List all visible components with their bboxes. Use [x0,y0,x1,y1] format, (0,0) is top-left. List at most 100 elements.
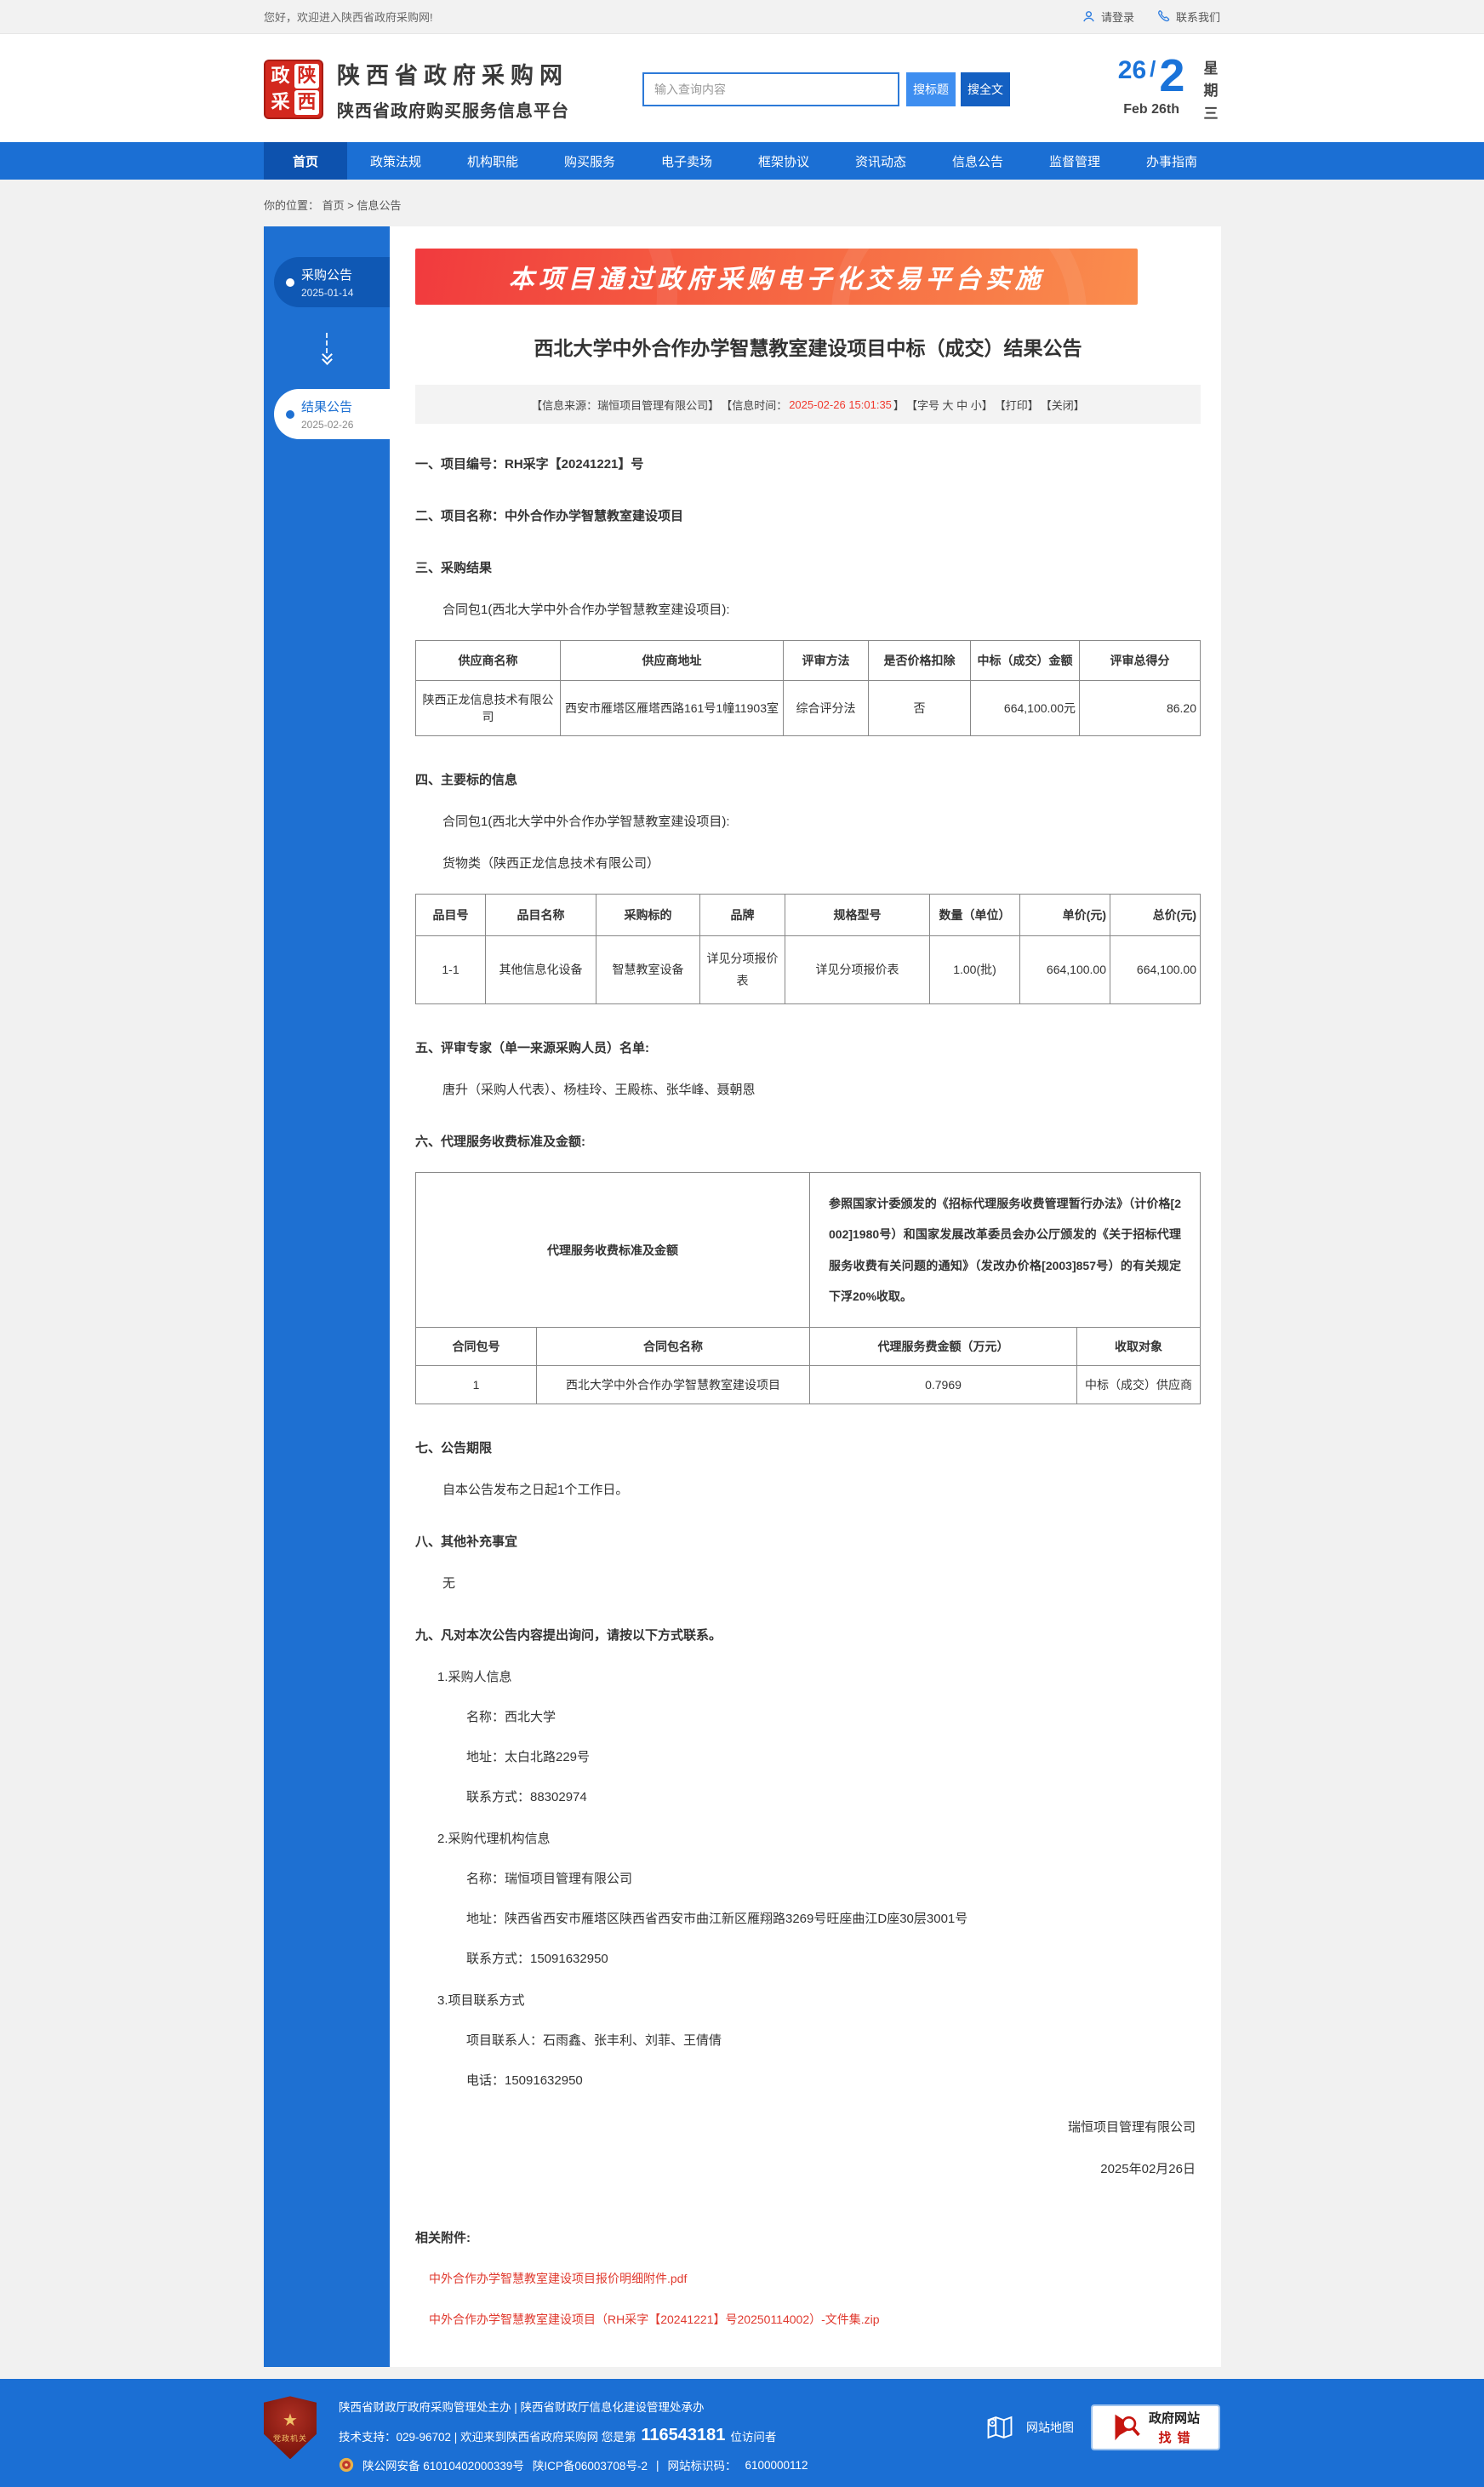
info-source: 【信息来源：瑞恒项目管理有限公司】 [531,398,720,412]
section-3-heading: 三、采购结果 [415,561,493,576]
nav-item-announcements[interactable]: 信息公告 [952,154,1004,169]
nav-item-purchase-services[interactable]: 购买服务 [564,154,616,169]
search-title-button[interactable]: 搜标题 [906,71,956,106]
procurement-result-table: 供应商名称 供应商地址 评审方法 是否价格扣除 中标（成交）金额 评审总得分 陕… [415,640,1201,737]
print-button[interactable]: 【打印】 [994,398,1039,412]
contact-us-link[interactable]: 联系我们 [1156,9,1220,25]
breadcrumb-home-link[interactable]: 首页 [322,199,345,213]
welcome-text: 您好，欢迎进入陕西省政府采购网! [264,11,433,24]
site-subtitle: 陕西省政府购买服务信息平台 [337,101,569,121]
section-1-project-number: 一、项目编号：RH采字【20241221】号 [415,457,644,472]
site-title: 陕西省政府采购网 [337,62,568,89]
sitemap-link[interactable]: 网站地图 [984,2411,1074,2444]
search-input[interactable] [642,71,899,106]
site-logo[interactable]: 政 陕 采 西 [264,59,323,119]
table-row: 1 西北大学中外合作办学智慧教室建设项目 0.7969 中标（成交）供应商 [415,1365,1201,1405]
nav-item-framework[interactable]: 框架协议 [758,154,810,169]
site-footer: ★ 党政机关 陕西省财政厅政府采购管理处主办 | 陕西省财政厅信息化建设管理处承… [0,2379,1484,2487]
section-9-heading: 九、凡对本次公告内容提出询问，请按以下方式联系。 [415,1628,722,1644]
section-8-heading: 八、其他补充事宜 [415,1535,518,1550]
table-row: 陕西正龙信息技术有限公司 西安市雁塔区雁塔西路161号1幢11903室 综合评分… [415,680,1201,737]
agency-name: 名称：瑞恒项目管理有限公司 [466,1872,633,1887]
signature-date: 2025年02月26日 [1100,2162,1196,2177]
project-contact-persons: 项目联系人：石雨鑫、张丰利、刘菲、王倩倩 [466,2033,722,2049]
sidebar-item-result-notice[interactable]: 结果公告 2025-02-26 [274,389,390,440]
info-time: 2025-02-26 15:01:35 [789,397,892,411]
police-badge-icon [339,2458,354,2473]
announcement-sidebar: 采购公告 2025-01-14 结果公告 2025-02-26 [264,226,390,2368]
project-contact-label: 3.项目联系方式 [437,1993,525,2009]
section-7-heading: 七、公告期限 [415,1441,493,1456]
attachment-link-pdf[interactable]: 中外合作办学智慧教室建设项目报价明细附件.pdf [429,2272,688,2286]
sidebar-item-procurement-notice[interactable]: 采购公告 2025-01-14 [274,257,390,308]
search-bar: 搜标题 搜全文 [642,71,1010,106]
flag-magnifier-icon [1115,2415,1140,2441]
section-2-project-name: 二、项目名称：中外合作办学智慧教室建设项目 [415,509,684,524]
agency-address: 地址：陕西省西安市雁塔区陕西省西安市曲江新区雁翔路3269号旺座曲江D座30层3… [466,1912,968,1927]
purchaser-info-label: 1.采购人信息 [437,1670,512,1685]
signature-company: 瑞恒项目管理有限公司 [1067,2120,1196,2135]
table-row: 1-1 其他信息化设备 智慧教室设备 详见分项报价表 详见分项报价表 1.00(… [415,935,1201,1004]
site-code: 6100000112 [745,2458,808,2472]
purchaser-address: 地址：太白北路229号 [466,1750,591,1765]
search-fulltext-button[interactable]: 搜全文 [961,71,1010,106]
nav-item-e-mall[interactable]: 电子卖场 [661,154,713,169]
site-header: 政 陕 采 西 陕西省政府采购网 陕西省政府购买服务信息平台 搜标题 搜全文 2… [0,34,1484,143]
close-button[interactable]: 【关闭】 [1040,398,1085,412]
date-english: Feb 26th [1123,102,1180,117]
footer-beian-line: 陕公网安备 61010402000339号 陕ICP备06003708号-2 |… [339,2456,808,2473]
nav-item-news[interactable]: 资讯动态 [855,154,907,169]
bid-items-table: 品目号 品目名称 采购标的 品牌 规格型号 数量（单位） 单价(元) 总价(元)… [415,894,1201,1004]
date-widget: 26 / 2 Feb 26th 星期三 [1118,53,1220,125]
beian-icp-link[interactable]: 陕ICP备06003708号-2 [532,2460,648,2473]
e-trading-banner: 本项目通过政府采购电子化交易平台实施 [415,249,1139,306]
purchaser-name: 名称：西北大学 [466,1710,556,1725]
agency-phone: 联系方式：15091632950 [466,1952,608,1967]
main-nav: 首页 政策法规 机构职能 购买服务 电子卖场 框架协议 资讯动态 信息公告 监督… [0,142,1484,180]
nav-item-functions[interactable]: 机构职能 [467,154,519,169]
party-government-badge-icon: ★ 党政机关 [264,2396,317,2460]
footer-organizer-line: 陕西省财政厅政府采购管理处主办 | 陕西省财政厅信息化建设管理处承办 [339,2401,705,2415]
attachment-link-zip[interactable]: 中外合作办学智慧教室建设项目（RH采字【20241221】号2025011400… [429,2313,880,2327]
breadcrumb-current-link[interactable]: 信息公告 [357,199,402,213]
attachments-label: 相关附件: [415,2231,471,2246]
fontsize-control[interactable]: 【字号 大 中 小】 [905,398,993,412]
agency-info-label: 2.采购代理机构信息 [437,1832,551,1847]
notice-period-line: 自本公告发布之日起1个工作日。 [442,1483,629,1498]
goods-category-line: 货物类（陕西正龙信息技术有限公司） [442,856,660,872]
nav-item-guide[interactable]: 办事指南 [1146,154,1198,169]
nav-item-policies[interactable]: 政策法规 [370,154,422,169]
gov-site-error-report-badge[interactable]: 政府网站 找错 [1091,2404,1220,2451]
contract-package-line: 合同包1(西北大学中外合作办学智慧教室建设项目): [442,603,730,618]
footer-support-line: 技术支持：029-96702 | 欢迎来到陕西省政府采购网 您是第 116543… [339,2426,777,2445]
top-utility-bar: 您好，欢迎进入陕西省政府采购网! 请登录 联系我们 [0,0,1484,34]
page-title: 西北大学中外合作办学智慧教室建设项目中标（成交）结果公告 [534,337,1082,360]
section-4-heading: 四、主要标的信息 [415,773,518,788]
supplement-line: 无 [442,1576,456,1592]
nav-item-supervision[interactable]: 监督管理 [1049,154,1101,169]
login-link[interactable]: 请登录 [1082,9,1134,25]
expert-names-line: 唐升（采购人代表）、杨桂玲、王殿栋、张华峰、聂朝恩 [442,1082,756,1097]
signature-block: 瑞恒项目管理有限公司 2025年02月26日 [415,2118,1201,2177]
article-content: 本项目通过政府采购电子化交易平台实施 西北大学中外合作办学智慧教室建设项目中标（… [390,226,1221,2368]
map-icon [987,2416,1013,2439]
section-6-heading: 六、代理服务收费标准及金额: [415,1134,585,1149]
visitor-count: 116543181 [641,2426,726,2445]
contract-package-line: 合同包1(西北大学中外合作办学智慧教室建设项目): [442,815,730,830]
nav-item-home[interactable]: 首页 [264,142,347,180]
phone-icon [1158,10,1170,22]
weekday-text: 星期三 [1203,60,1219,122]
agency-fee-table: 代理服务收费标准及金额 参照国家计委颁发的《招标代理服务收费管理暂行办法》（计价… [415,1171,1201,1405]
project-contact-phone: 电话：15091632950 [466,2073,583,2089]
section-5-heading: 五、评审专家（单一来源采购人员）名单: [415,1040,649,1055]
date-month: 2 [1159,50,1185,101]
date-day: 26 [1117,56,1147,84]
purchaser-phone: 联系方式：88302974 [466,1790,587,1805]
bullet-dot-icon [286,409,294,419]
bullet-dot-icon [286,277,294,287]
breadcrumb: 你的位置： 首页 > 信息公告 [264,199,402,213]
beian-gongan-link[interactable]: 陕公网安备 61010402000339号 [362,2460,524,2473]
user-icon [1083,11,1094,22]
article-meta-bar: 【信息来源：瑞恒项目管理有限公司】 【信息时间： 2025-02-26 15:0… [415,385,1201,425]
flow-arrow-icon [318,333,335,365]
